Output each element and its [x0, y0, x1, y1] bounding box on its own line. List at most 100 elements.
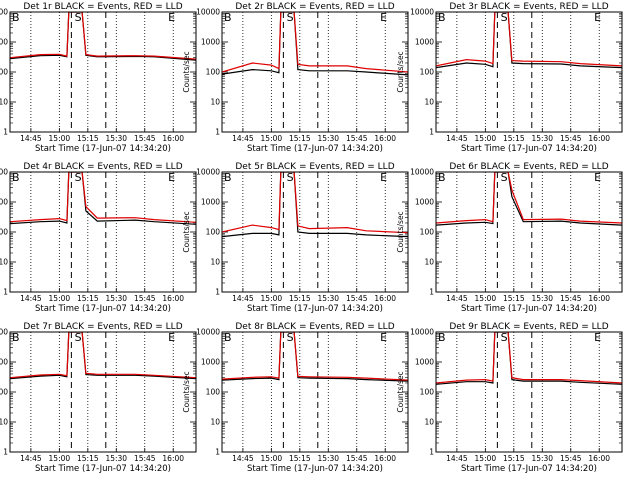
- interval-marker: S: [501, 11, 508, 24]
- interval-marker: B: [12, 11, 20, 24]
- plot-frame: [221, 11, 409, 133]
- x-tick-label: 15:30: [531, 294, 553, 303]
- panel-title: Det 5r BLACK = Events, RED = LLD: [235, 162, 394, 172]
- y-tick-label: 1: [429, 128, 434, 137]
- chart-panel: Det 8r BLACK = Events, RED = LLD 14:45 15:…: [182, 322, 409, 474]
- x-axis-label: Start Time (17-Jun-07 14:34:20): [247, 144, 383, 154]
- series-line-lld: [222, 12, 408, 73]
- interval-marker: E: [594, 331, 601, 344]
- x-tick-label: 15:45: [134, 294, 156, 303]
- x-tick-label: 15:30: [105, 134, 127, 143]
- x-tick-label: 15:15: [503, 454, 525, 463]
- series-line-lld: [10, 332, 196, 379]
- x-tick-label: 15:00: [49, 134, 71, 143]
- y-tick-label: 10: [0, 418, 8, 427]
- x-tick-label: 16:00: [374, 134, 396, 143]
- x-tick-label: 15:45: [134, 454, 156, 463]
- series-line-events: [222, 172, 408, 238]
- x-tick-label: 14:45: [20, 134, 42, 143]
- x-tick-label: 16:00: [162, 134, 184, 143]
- y-tick-label: 100: [420, 388, 435, 397]
- y-tick-label: 1000: [201, 198, 220, 207]
- x-tick-label: 16:00: [374, 454, 396, 463]
- y-tick-label: 100: [206, 388, 221, 397]
- y-tick-label: 1: [215, 448, 220, 457]
- y-tick-label: 10000: [410, 168, 434, 177]
- x-tick-label: 14:45: [446, 134, 468, 143]
- interval-marker: S: [75, 331, 82, 344]
- plot-frame: [9, 11, 197, 133]
- x-tick-label: 15:00: [475, 134, 497, 143]
- y-tick-label: 1: [215, 128, 220, 137]
- x-tick-label: 15:15: [289, 454, 311, 463]
- y-tick-label: 10: [424, 418, 434, 427]
- interval-marker: E: [380, 331, 387, 344]
- series-line-events: [436, 172, 622, 226]
- chart-panel: Det 9r BLACK = Events, RED = LLD 14:45 15:…: [396, 322, 623, 474]
- y-axis-label: Counts/sec: [182, 371, 191, 412]
- y-tick-label: 10000: [410, 328, 434, 337]
- chart-panel: Det 7r BLACK = Events, RED = LLD 14:45 15:…: [0, 322, 197, 474]
- interval-marker: E: [168, 331, 175, 344]
- plot-frame: [221, 171, 409, 293]
- x-tick-label: 15:15: [77, 454, 99, 463]
- panel-title: Det 7r BLACK = Events, RED = LLD: [23, 322, 182, 332]
- x-tick-label: 15:30: [317, 454, 339, 463]
- panel-title: Det 2r BLACK = Events, RED = LLD: [235, 2, 394, 12]
- y-tick-label: 100: [420, 228, 435, 237]
- y-tick-label: 1: [3, 128, 8, 137]
- x-tick-label: 15:15: [503, 134, 525, 143]
- interval-marker: E: [380, 11, 387, 24]
- x-tick-label: 15:15: [77, 294, 99, 303]
- x-tick-label: 15:00: [475, 454, 497, 463]
- y-tick-label: 1: [429, 448, 434, 457]
- y-axis-label: Counts/sec: [396, 211, 405, 252]
- series-line-events: [10, 12, 196, 61]
- y-tick-label: 100: [206, 228, 221, 237]
- y-tick-label: 10: [424, 98, 434, 107]
- y-tick-label: 10000: [196, 328, 220, 337]
- x-tick-label: 15:15: [77, 134, 99, 143]
- interval-marker: E: [594, 171, 601, 184]
- x-tick-label: 14:45: [446, 454, 468, 463]
- x-tick-label: 15:00: [261, 294, 283, 303]
- series-line-events: [10, 332, 196, 380]
- y-tick-label: 1000: [415, 38, 434, 47]
- y-tick-label: 10: [424, 258, 434, 267]
- interval-marker: B: [12, 331, 20, 344]
- y-tick-label: 100: [420, 68, 435, 77]
- x-tick-label: 16:00: [588, 454, 610, 463]
- interval-marker: B: [224, 171, 232, 184]
- y-tick-label: 1000: [0, 198, 8, 207]
- y-tick-label: 10000: [410, 8, 434, 17]
- x-tick-label: 15:30: [317, 134, 339, 143]
- y-tick-label: 10: [210, 418, 220, 427]
- x-tick-label: 16:00: [162, 454, 184, 463]
- chart-panel: Det 1r BLACK = Events, RED = LLD 14:45 15:…: [0, 2, 197, 154]
- y-tick-label: 1000: [201, 358, 220, 367]
- panel-title: Det 3r BLACK = Events, RED = LLD: [449, 2, 608, 12]
- x-tick-label: 15:45: [346, 134, 368, 143]
- y-tick-label: 1: [429, 288, 434, 297]
- x-tick-label: 15:30: [105, 294, 127, 303]
- x-tick-label: 16:00: [588, 134, 610, 143]
- interval-marker: S: [287, 171, 294, 184]
- y-tick-label: 100: [0, 68, 8, 77]
- x-tick-label: 15:00: [261, 454, 283, 463]
- y-tick-label: 10000: [196, 8, 220, 17]
- y-tick-label: 10000: [0, 8, 8, 17]
- x-tick-label: 14:45: [232, 454, 254, 463]
- x-tick-label: 15:30: [317, 294, 339, 303]
- interval-marker: B: [438, 11, 446, 24]
- x-tick-label: 15:15: [289, 294, 311, 303]
- y-tick-label: 100: [0, 388, 8, 397]
- y-tick-label: 100: [206, 68, 221, 77]
- x-axis-label: Start Time (17-Jun-07 14:34:20): [461, 144, 597, 154]
- x-axis-label: Start Time (17-Jun-07 14:34:20): [35, 144, 171, 154]
- interval-marker: B: [438, 331, 446, 344]
- y-tick-label: 1000: [415, 358, 434, 367]
- x-tick-label: 15:00: [49, 294, 71, 303]
- x-tick-label: 15:00: [49, 454, 71, 463]
- y-axis-label: Counts/sec: [182, 51, 191, 92]
